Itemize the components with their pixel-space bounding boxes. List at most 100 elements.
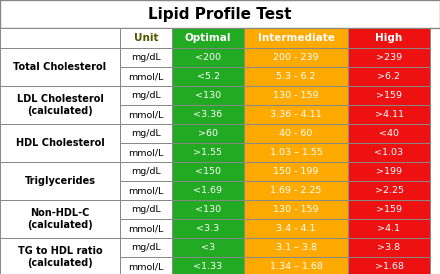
Bar xyxy=(348,28,430,48)
Bar xyxy=(348,105,430,124)
Bar xyxy=(348,238,430,257)
Bar xyxy=(0,124,120,162)
Bar xyxy=(172,238,244,257)
Text: mmol/L: mmol/L xyxy=(128,72,164,81)
Text: 40 - 60: 40 - 60 xyxy=(279,129,313,138)
Text: LDL Cholesterol
(calculated): LDL Cholesterol (calculated) xyxy=(17,94,103,116)
Text: >239: >239 xyxy=(376,53,402,62)
Bar xyxy=(348,181,430,200)
Text: >159: >159 xyxy=(376,91,402,100)
Bar xyxy=(244,67,348,86)
Bar xyxy=(120,143,172,162)
Bar xyxy=(348,219,430,238)
Text: >1.68: >1.68 xyxy=(374,262,403,271)
Bar xyxy=(120,105,172,124)
Text: 5.3 - 6.2: 5.3 - 6.2 xyxy=(276,72,316,81)
Bar xyxy=(244,162,348,181)
Text: mg/dL: mg/dL xyxy=(131,129,161,138)
Text: mmol/L: mmol/L xyxy=(128,262,164,271)
Text: mg/dL: mg/dL xyxy=(131,91,161,100)
Bar xyxy=(172,257,244,274)
Bar xyxy=(348,124,430,143)
Bar xyxy=(244,143,348,162)
Bar xyxy=(348,67,430,86)
Bar xyxy=(244,219,348,238)
Text: 1.69 - 2.25: 1.69 - 2.25 xyxy=(270,186,322,195)
Bar xyxy=(120,124,172,143)
Bar xyxy=(348,143,430,162)
Text: mg/dL: mg/dL xyxy=(131,205,161,214)
Text: Triglycerides: Triglycerides xyxy=(25,176,95,186)
Text: 3.1 – 3.8: 3.1 – 3.8 xyxy=(275,243,316,252)
Bar xyxy=(172,162,244,181)
Text: mmol/L: mmol/L xyxy=(128,110,164,119)
Text: mg/dL: mg/dL xyxy=(131,243,161,252)
Bar xyxy=(244,105,348,124)
Bar xyxy=(0,28,120,48)
Bar xyxy=(244,200,348,219)
Bar xyxy=(244,238,348,257)
Bar xyxy=(348,86,430,105)
Bar xyxy=(120,200,172,219)
Bar xyxy=(0,162,120,200)
Bar xyxy=(172,67,244,86)
Text: <3.3: <3.3 xyxy=(196,224,220,233)
Text: 1.34 – 1.68: 1.34 – 1.68 xyxy=(270,262,323,271)
Text: Non-HDL-C
(calculated): Non-HDL-C (calculated) xyxy=(27,208,93,230)
Text: <5.2: <5.2 xyxy=(197,72,220,81)
Text: >2.25: >2.25 xyxy=(374,186,403,195)
Bar xyxy=(120,181,172,200)
Text: HDL Cholesterol: HDL Cholesterol xyxy=(16,138,104,148)
Text: 130 - 159: 130 - 159 xyxy=(273,91,319,100)
Text: >60: >60 xyxy=(198,129,218,138)
Bar xyxy=(172,219,244,238)
Bar xyxy=(348,257,430,274)
Text: 130 - 159: 130 - 159 xyxy=(273,205,319,214)
Bar xyxy=(120,86,172,105)
Bar xyxy=(348,162,430,181)
Bar xyxy=(120,67,172,86)
Text: >6.2: >6.2 xyxy=(378,72,400,81)
Text: 3.4 - 4.1: 3.4 - 4.1 xyxy=(276,224,316,233)
Text: mmol/L: mmol/L xyxy=(128,224,164,233)
Bar xyxy=(244,181,348,200)
Bar xyxy=(244,124,348,143)
Text: 1.03 – 1.55: 1.03 – 1.55 xyxy=(270,148,323,157)
Bar xyxy=(0,0,440,28)
Bar xyxy=(120,219,172,238)
Bar xyxy=(172,200,244,219)
Bar xyxy=(244,257,348,274)
Text: <40: <40 xyxy=(379,129,399,138)
Text: Optimal: Optimal xyxy=(185,33,231,43)
Bar xyxy=(120,238,172,257)
Text: mmol/L: mmol/L xyxy=(128,186,164,195)
Bar xyxy=(172,86,244,105)
Text: <200: <200 xyxy=(195,53,221,62)
Text: mmol/L: mmol/L xyxy=(128,148,164,157)
Text: Lipid Profile Test: Lipid Profile Test xyxy=(148,7,292,21)
Text: mg/dL: mg/dL xyxy=(131,53,161,62)
Bar xyxy=(172,124,244,143)
Text: <3.36: <3.36 xyxy=(193,110,223,119)
Text: <150: <150 xyxy=(195,167,221,176)
Bar xyxy=(172,48,244,67)
Bar xyxy=(244,48,348,67)
Text: >4.1: >4.1 xyxy=(378,224,400,233)
Bar xyxy=(244,86,348,105)
Text: 150 - 199: 150 - 199 xyxy=(273,167,319,176)
Bar xyxy=(0,200,120,238)
Bar xyxy=(0,86,120,124)
Bar xyxy=(120,162,172,181)
Bar xyxy=(172,28,244,48)
Text: mg/dL: mg/dL xyxy=(131,167,161,176)
Text: Unit: Unit xyxy=(134,33,158,43)
Bar xyxy=(172,181,244,200)
Bar xyxy=(0,48,120,86)
Text: <3: <3 xyxy=(201,243,215,252)
Text: <130: <130 xyxy=(195,91,221,100)
Bar xyxy=(120,48,172,67)
Text: >199: >199 xyxy=(376,167,402,176)
Bar xyxy=(348,48,430,67)
Text: >159: >159 xyxy=(376,205,402,214)
Bar xyxy=(120,257,172,274)
